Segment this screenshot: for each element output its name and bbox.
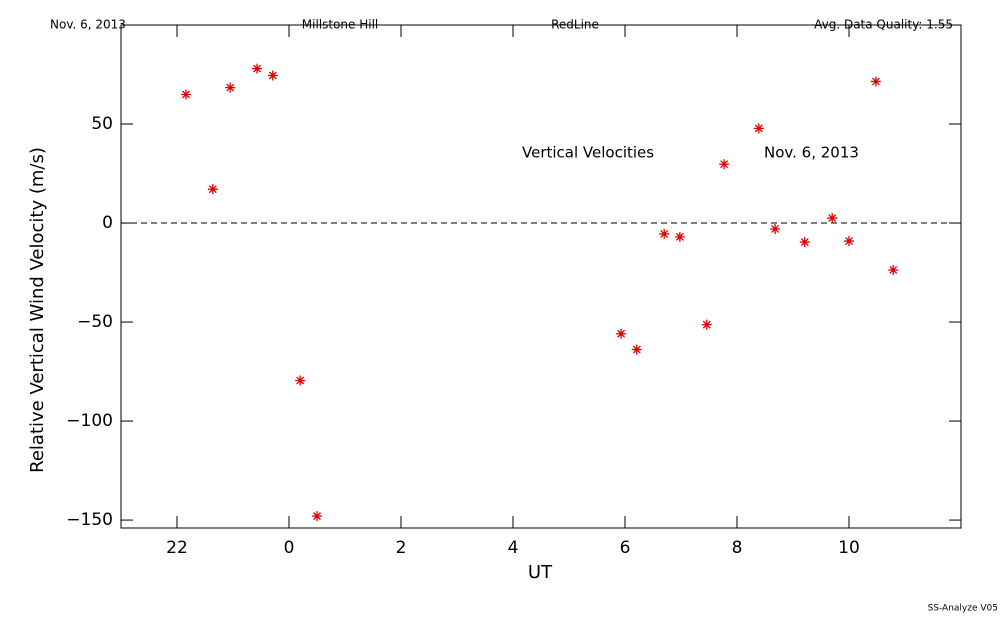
plot-frame bbox=[120, 24, 962, 529]
y-tick-label: −150 bbox=[66, 510, 113, 530]
header-date: Nov. 6, 2013 bbox=[50, 18, 126, 32]
footer: SS-Analyze V05 bbox=[928, 604, 998, 614]
x-tick-label: 10 bbox=[838, 538, 860, 558]
data-point bbox=[844, 236, 854, 247]
x-axis-label: UT bbox=[528, 562, 553, 583]
data-point bbox=[888, 264, 899, 275]
x-tick-label: 8 bbox=[732, 538, 743, 558]
data-point bbox=[770, 223, 781, 234]
y-tick-label: −100 bbox=[66, 411, 113, 431]
data-point bbox=[207, 184, 218, 195]
data-point bbox=[252, 63, 263, 74]
data-point bbox=[312, 511, 322, 522]
data-point bbox=[180, 89, 191, 100]
x-tick-label: 6 bbox=[620, 538, 631, 558]
data-point bbox=[701, 319, 712, 330]
data-point bbox=[870, 76, 881, 87]
data-point bbox=[616, 328, 627, 339]
data-point bbox=[674, 231, 685, 242]
data-point bbox=[659, 228, 670, 239]
data-point bbox=[753, 123, 764, 134]
y-axis-label: Relative Vertical Wind Velocity (m/s) bbox=[27, 147, 48, 473]
x-tick-label: 4 bbox=[508, 538, 519, 558]
x-tick-label: 22 bbox=[166, 538, 188, 558]
x-tick-label: 2 bbox=[396, 538, 407, 558]
annotation: Nov. 6, 2013 bbox=[764, 144, 859, 162]
data-point bbox=[827, 213, 838, 224]
x-tick-label: 0 bbox=[284, 538, 295, 558]
data-point bbox=[295, 375, 306, 386]
y-tick-label: −50 bbox=[77, 312, 113, 332]
y-tick-label: 50 bbox=[91, 114, 113, 134]
annotation: Vertical Velocities bbox=[522, 144, 654, 162]
data-point bbox=[267, 70, 278, 81]
y-tick-label: 0 bbox=[102, 213, 113, 233]
data-point bbox=[225, 82, 236, 93]
data-point bbox=[799, 237, 810, 248]
data-point bbox=[631, 344, 642, 355]
data-point bbox=[719, 159, 730, 170]
